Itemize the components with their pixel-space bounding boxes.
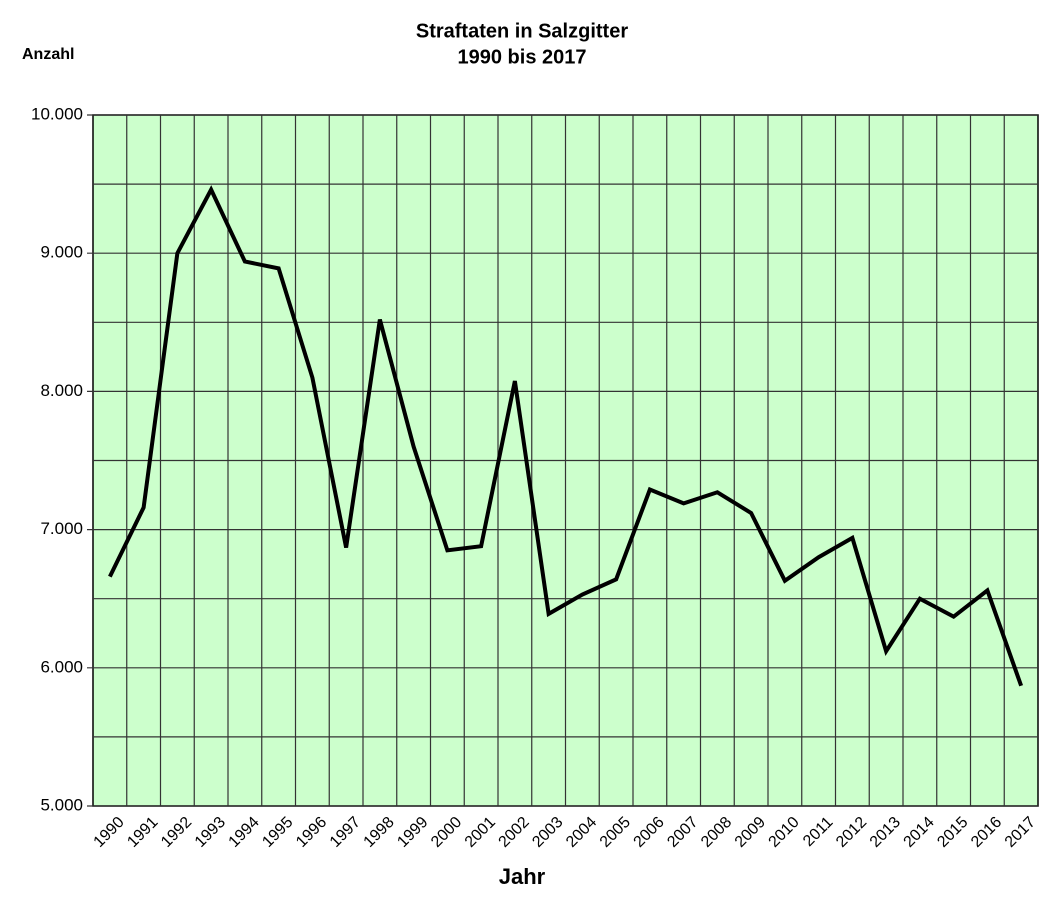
y-tick-label: 10.000: [31, 104, 83, 123]
x-tick-label: 2013: [867, 814, 904, 851]
y-tick-label: 7.000: [40, 519, 83, 538]
x-tick-label: 2010: [765, 814, 802, 851]
y-tick-label: 9.000: [40, 243, 83, 262]
x-tick-label: 1999: [394, 814, 431, 851]
chart-title: Straftaten in Salzgitter: [416, 20, 628, 42]
x-tick-label: 1990: [90, 814, 127, 851]
x-tick-label: 2017: [1002, 814, 1039, 851]
x-tick-label: 2012: [833, 814, 870, 851]
x-tick-label: 2011: [800, 814, 836, 850]
y-axis-label: Anzahl: [22, 46, 74, 63]
x-tick-label: 1998: [360, 814, 397, 851]
x-tick-label: 2004: [563, 814, 600, 851]
x-tick-label: 1996: [293, 814, 330, 851]
x-tick-label: 2006: [630, 814, 667, 851]
x-tick-label: 2002: [495, 814, 532, 851]
x-tick-label: 2015: [934, 814, 971, 851]
x-tick-label: 1995: [259, 814, 296, 851]
x-tick-label: 2005: [597, 814, 634, 851]
x-tick-label: 1993: [192, 814, 229, 851]
y-tick-label: 6.000: [40, 657, 83, 676]
x-tick-label: 1994: [225, 814, 262, 851]
x-tick-label: 2003: [529, 814, 566, 851]
x-tick-label: 2014: [900, 814, 937, 851]
x-tick-label: 2000: [428, 814, 465, 851]
x-tick-label: 2009: [732, 814, 769, 851]
x-axis-label: Jahr: [499, 864, 546, 889]
x-tick-label: 1992: [158, 814, 195, 851]
x-tick-label: 2001: [462, 814, 499, 851]
chart-subtitle: 1990 bis 2017: [458, 46, 587, 68]
x-tick-label: 1997: [327, 814, 364, 851]
y-tick-label: 8.000: [40, 381, 83, 400]
x-tick-label: 2008: [698, 814, 735, 851]
x-tick-label: 2007: [664, 814, 701, 851]
x-tick-label: 2016: [968, 814, 1005, 851]
y-tick-label: 5.000: [40, 795, 83, 814]
x-tick-label: 1991: [124, 814, 161, 851]
data-line: [108, 185, 1024, 687]
